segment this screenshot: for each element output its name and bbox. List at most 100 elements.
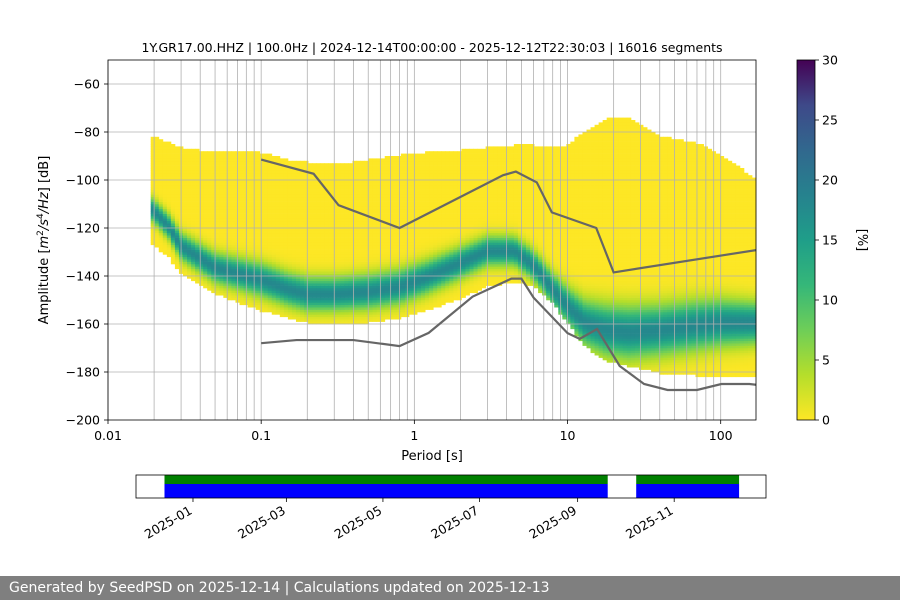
heatmap-cell [453, 204, 458, 207]
heatmap-cell [372, 278, 378, 282]
heatmap-cell [271, 163, 277, 166]
heatmap-cell [219, 276, 224, 279]
heatmap-cell [384, 168, 390, 171]
heatmap-cell [360, 316, 365, 320]
heatmap-cell [247, 187, 252, 190]
heatmap-cell [372, 307, 378, 310]
heatmap-cell [291, 259, 297, 262]
heatmap-cell [308, 168, 313, 171]
heatmap-cell [320, 232, 325, 236]
heatmap-cell [275, 182, 281, 186]
heatmap-cell [324, 264, 329, 267]
heatmap-cell [324, 309, 329, 313]
heatmap-cell [348, 232, 353, 236]
heatmap-cell [425, 307, 430, 310]
heatmap-cell [295, 165, 301, 169]
heatmap-cell [271, 165, 277, 169]
heatmap-cell [300, 184, 305, 188]
heatmap-cell [392, 165, 398, 169]
heatmap-cell [304, 280, 309, 284]
heatmap-cell [267, 273, 273, 277]
heatmap-cell [291, 254, 297, 258]
heatmap-cell [425, 232, 430, 236]
heatmap-cell [211, 213, 216, 217]
heatmap-cell [195, 201, 200, 205]
heatmap-cell [453, 175, 458, 178]
heatmap-cell [364, 163, 370, 166]
heatmap-cell [356, 223, 361, 226]
heatmap-cell [384, 276, 390, 279]
heatmap-cell [187, 180, 192, 183]
heatmap-cell [247, 196, 252, 200]
heatmap-cell [328, 254, 333, 258]
heatmap-cell [445, 235, 450, 238]
heatmap-cell [308, 182, 313, 186]
heatmap-cell [433, 151, 438, 154]
heatmap-cell [182, 232, 188, 236]
heatmap-cell [203, 242, 208, 246]
heatmap-cell [376, 184, 382, 188]
heatmap-cell [324, 254, 329, 258]
heatmap-cell [239, 211, 244, 214]
heatmap-cell [287, 180, 293, 183]
heatmap-cell [441, 177, 446, 181]
heatmap-cell [187, 276, 192, 279]
heatmap-cell [239, 295, 244, 298]
heatmap-cell [199, 180, 204, 183]
heatmap-cell [227, 252, 232, 255]
heatmap-cell [300, 160, 305, 164]
heatmap-cell [174, 165, 180, 169]
heatmap-cell [356, 247, 361, 250]
heatmap-cell [340, 168, 345, 171]
heatmap-cell [396, 192, 402, 195]
heatmap-cell [445, 271, 450, 274]
heatmap-cell [170, 199, 176, 202]
heatmap-cell [413, 283, 418, 286]
heatmap-cell [308, 220, 313, 224]
heatmap-cell [421, 153, 426, 157]
heatmap-cell [425, 273, 430, 277]
heatmap-cell [283, 177, 289, 181]
heatmap-cell [328, 165, 333, 169]
heatmap-cell [271, 278, 277, 282]
heatmap-cell [437, 249, 442, 253]
heatmap-cell [316, 196, 321, 200]
heatmap-cell [396, 201, 402, 205]
heatmap-cell [291, 261, 297, 265]
heatmap-cell [445, 172, 450, 176]
heatmap-cell [441, 288, 446, 291]
heatmap-cell [360, 228, 365, 231]
heatmap-cell [457, 151, 462, 154]
heatmap-cell [437, 276, 442, 279]
heatmap-cell [368, 184, 374, 188]
heatmap-cell [465, 273, 470, 277]
heatmap-cell [376, 165, 382, 169]
heatmap-cell [340, 196, 345, 200]
heatmap-cell [207, 225, 212, 229]
heatmap-cell [255, 254, 261, 258]
heatmap-cell [344, 223, 349, 226]
heatmap-cell [287, 309, 293, 313]
heatmap-cell [203, 256, 208, 260]
heatmap-cell [368, 237, 374, 241]
heatmap-cell [457, 249, 462, 253]
heatmap-cell [283, 252, 289, 255]
heatmap-cell [380, 290, 386, 294]
heatmap-cell [384, 264, 390, 267]
heatmap-cell [223, 216, 228, 219]
heatmap-cell [433, 165, 438, 169]
heatmap-cell [304, 184, 309, 188]
heatmap-cell [364, 187, 370, 190]
heatmap-cell [360, 249, 365, 253]
heatmap-cell [348, 235, 353, 238]
heatmap-cell [279, 254, 285, 258]
heatmap-cell [417, 165, 422, 169]
heatmap-cell [239, 165, 244, 169]
heatmap-cell [372, 160, 378, 164]
heatmap-cell [263, 278, 269, 282]
heatmap-cell [320, 252, 325, 255]
heatmap-cell [291, 208, 297, 212]
heatmap-cell [437, 278, 442, 282]
heatmap-cell [211, 273, 216, 277]
heatmap-cell [279, 180, 285, 183]
